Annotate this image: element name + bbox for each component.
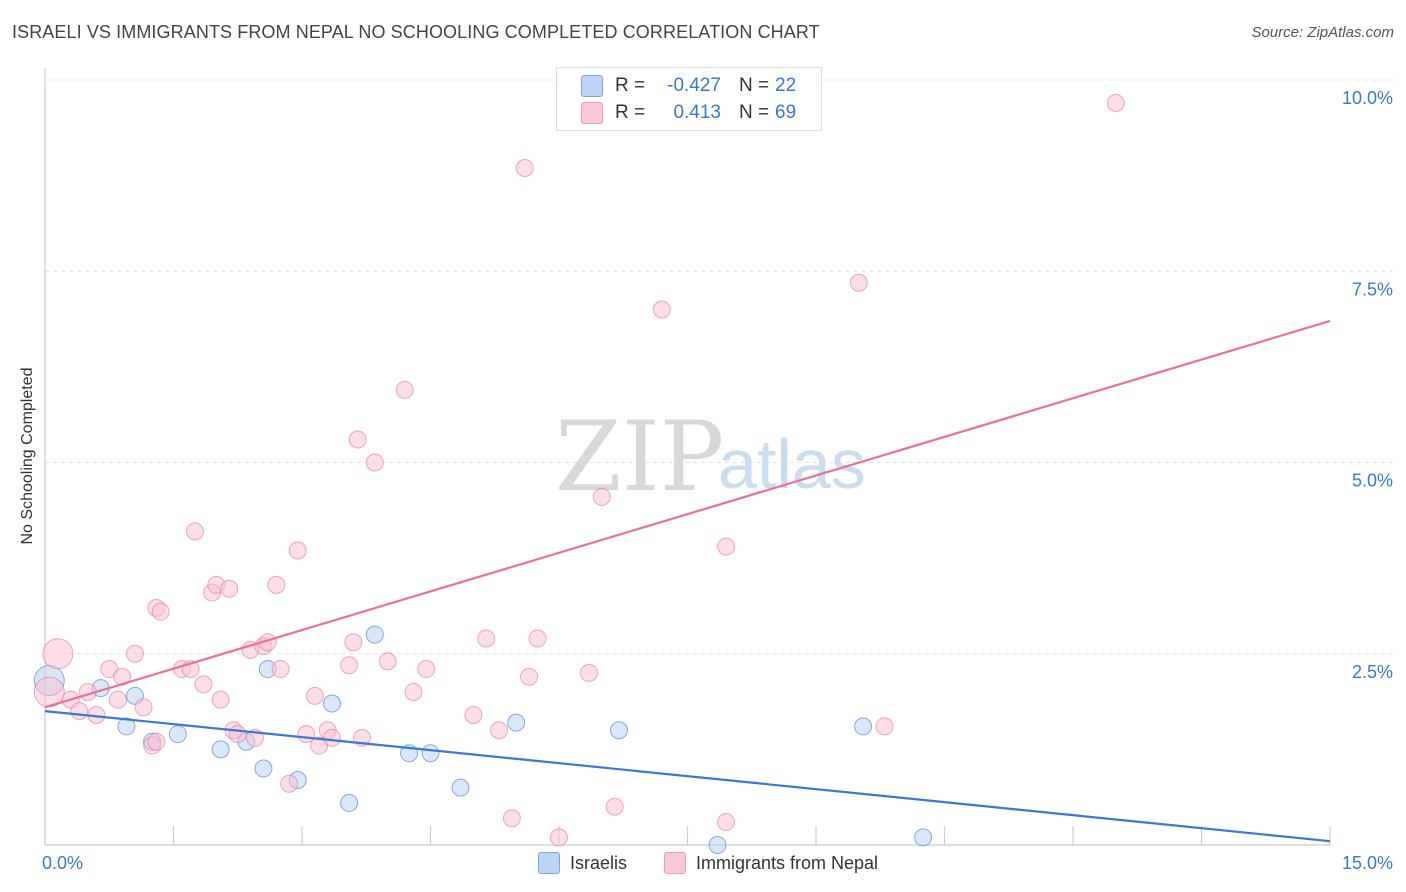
data-point: [228, 725, 247, 744]
data-point: [134, 698, 153, 717]
legend-item-israelis[interactable]: Israelis: [538, 852, 627, 874]
legend-item-nepal[interactable]: Immigrants from Nepal: [664, 852, 878, 874]
data-point: [220, 579, 239, 598]
data-point: [70, 702, 89, 721]
legend-swatch-israelis: [538, 852, 560, 874]
legend-n-value: 22: [775, 75, 797, 96]
data-point: [322, 728, 341, 747]
legend-swatch-nepal: [581, 102, 603, 124]
data-point: [550, 828, 568, 847]
data-point: [305, 686, 324, 705]
data-point: [348, 430, 367, 449]
data-point: [185, 522, 204, 541]
data-point: [365, 453, 384, 472]
data-point: [168, 725, 187, 744]
legend-label-israelis: Israelis: [570, 852, 628, 873]
data-point: [579, 663, 598, 682]
legend-n-label: N =: [739, 75, 770, 96]
data-point: [211, 740, 230, 759]
legend-swatch-israelis: [581, 75, 603, 97]
watermark: ZIP atlas: [555, 401, 866, 513]
data-point: [340, 656, 359, 675]
data-point: [1106, 93, 1125, 112]
nepal-points: [33, 93, 1125, 847]
chart-title: ISRAELI VS IMMIGRANTS FROM NEPAL NO SCHO…: [12, 22, 820, 42]
y-tick-label: 2.5%: [1352, 662, 1393, 682]
data-point: [849, 273, 868, 292]
data-point: [717, 537, 736, 556]
data-point: [464, 705, 483, 724]
data-point: [322, 694, 341, 713]
legend-r-label: R =: [615, 75, 646, 96]
series-legend: Israelis Immigrants from Nepal: [0, 852, 1406, 878]
data-point: [378, 652, 397, 671]
data-point: [609, 721, 628, 740]
data-point: [395, 380, 414, 399]
data-point: [708, 836, 727, 854]
data-point: [507, 713, 526, 732]
data-point: [717, 813, 736, 832]
data-point: [125, 644, 144, 663]
x-tick-label-min: 0.0%: [42, 853, 83, 873]
watermark-atlas: atlas: [718, 425, 866, 503]
data-point: [417, 660, 436, 679]
data-point: [914, 828, 933, 847]
trend-lines: [44, 319, 1331, 843]
data-point: [117, 717, 136, 736]
data-point: [854, 717, 873, 736]
data-point: [528, 629, 547, 648]
legend-n-value: 69: [775, 102, 797, 123]
data-point: [108, 690, 127, 709]
data-point: [280, 774, 299, 793]
data-point: [404, 683, 423, 701]
data-point: [502, 809, 521, 828]
data-point: [288, 541, 307, 560]
data-point: [254, 759, 273, 778]
data-point: [490, 721, 509, 740]
legend-n-label: N =: [739, 102, 770, 123]
gridlines: [45, 79, 1395, 655]
legend-row-israelis: R = -0.427 N = 22: [581, 73, 796, 99]
legend-swatch-nepal: [664, 852, 686, 874]
data-point: [147, 732, 166, 751]
data-point: [344, 633, 363, 652]
trend-line-israelis: [44, 710, 1331, 843]
legend-row-nepal: R = 0.413 N = 69: [581, 100, 796, 126]
legend-r-label: R =: [615, 102, 646, 123]
data-point: [42, 638, 74, 670]
data-point: [365, 625, 384, 644]
y-tick-label: 10.0%: [1342, 88, 1393, 108]
legend-label-nepal: Immigrants from Nepal: [696, 852, 879, 873]
watermark-zip: ZIP: [555, 401, 724, 513]
data-point: [451, 778, 470, 797]
data-point: [515, 158, 534, 177]
correlation-legend: R = -0.427 N = 22 R = 0.413 N = 69: [556, 67, 822, 131]
data-point: [267, 575, 286, 594]
data-point: [592, 487, 611, 506]
data-point: [211, 690, 230, 709]
data-point: [605, 797, 624, 816]
y-tick-label: 5.0%: [1352, 471, 1393, 491]
data-point: [875, 717, 894, 736]
data-point: [271, 660, 290, 679]
trend-line-nepal: [44, 319, 1331, 709]
data-point: [151, 602, 170, 621]
data-point: [194, 675, 213, 694]
tick-labels: 2.5% 5.0% 7.5% 10.0% 0.0% 15.0%: [42, 88, 1393, 873]
israelis-points: [33, 625, 933, 854]
y-tick-label: 7.5%: [1352, 279, 1393, 299]
x-tick-label-max: 15.0%: [1342, 853, 1393, 873]
data-point: [477, 629, 496, 648]
legend-r-value: 0.413: [673, 102, 721, 123]
source-label: Source: ZipAtlas.com: [1251, 24, 1394, 41]
legend-r-value: -0.427: [667, 75, 721, 96]
data-point: [421, 744, 440, 763]
data-point: [652, 300, 671, 319]
data-point: [520, 667, 539, 686]
data-point: [340, 793, 359, 812]
